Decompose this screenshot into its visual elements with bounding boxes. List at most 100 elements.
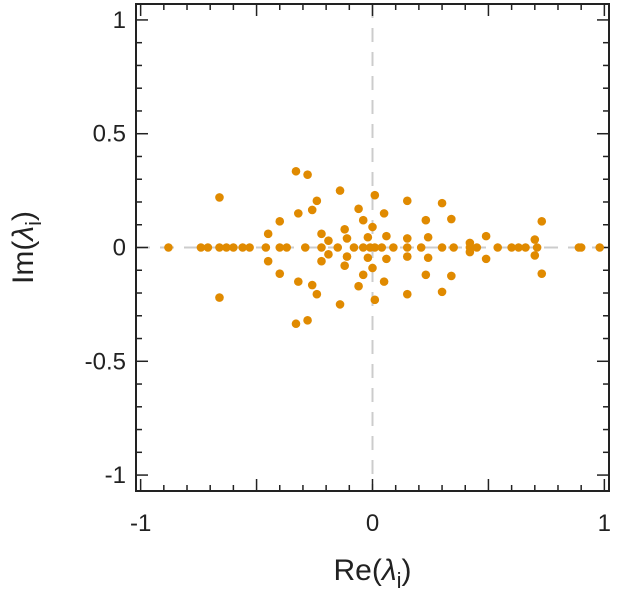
data-point [349, 243, 359, 252]
data-point [291, 166, 301, 176]
data-point [263, 256, 273, 266]
data-point [363, 253, 373, 263]
y-axis-label-suffix: ) [7, 211, 40, 221]
data-point [340, 224, 349, 234]
data-point [421, 215, 431, 225]
y-axis-label-prefix: Im( [7, 241, 40, 284]
data-point [530, 251, 540, 260]
data-point [595, 243, 605, 252]
y-tick-label: 0 [113, 235, 126, 262]
data-point [447, 214, 456, 224]
data-point [317, 243, 326, 252]
data-point [370, 243, 380, 252]
data-point [537, 217, 547, 226]
data-point [368, 222, 377, 232]
data-point [335, 300, 345, 309]
x-axis-label-suffix: ) [402, 554, 412, 587]
data-point [437, 287, 447, 297]
data-point [537, 269, 547, 278]
data-point [493, 243, 503, 252]
data-point [317, 256, 326, 266]
data-point [354, 281, 363, 291]
data-point [196, 243, 206, 252]
data-point [437, 198, 447, 208]
data-point [312, 196, 322, 206]
plot-frame [135, 3, 610, 492]
data-point [263, 229, 273, 239]
data-point [317, 229, 326, 239]
data-point [303, 316, 312, 325]
data-point [389, 243, 398, 252]
data-point [275, 243, 285, 252]
data-point [275, 217, 285, 226]
data-point [421, 270, 431, 280]
data-point [245, 243, 254, 252]
data-point [335, 186, 345, 195]
data-point [530, 235, 540, 244]
data-point [303, 170, 312, 179]
data-point [215, 293, 224, 302]
y-tick-label: 1 [113, 7, 126, 34]
data-point [481, 254, 491, 264]
y-axis-label-subscript: i [21, 221, 46, 226]
x-tick-label: 1 [598, 510, 611, 537]
data-point [465, 238, 475, 248]
data-point [447, 271, 456, 281]
tick-labels: -1 0 1 -1 -0.5 0 0.5 1 [85, 7, 611, 537]
data-point [215, 193, 224, 202]
data-point [222, 243, 231, 252]
y-tick-label: 0.5 [93, 121, 126, 148]
data-point [164, 243, 173, 252]
data-point [402, 289, 412, 299]
data-point [229, 243, 238, 252]
data-point [423, 232, 433, 242]
data-point [333, 243, 343, 252]
data-point [282, 243, 292, 252]
data-point [354, 204, 363, 214]
data-point [294, 277, 303, 286]
data-point [507, 243, 516, 252]
data-point [379, 209, 389, 218]
data-point [481, 231, 491, 241]
y-axis-label: Im(λi) [7, 211, 46, 284]
data-point [342, 252, 352, 261]
data-point [382, 231, 391, 241]
x-axis-label: Re(λi) [334, 554, 412, 593]
data-point [358, 215, 368, 225]
data-point [215, 243, 224, 252]
data-point [203, 243, 213, 252]
x-tick-label: 0 [366, 510, 379, 537]
data-point [521, 243, 530, 252]
data-point [368, 263, 377, 273]
x-axis-label-subscript: i [397, 568, 402, 593]
data-point [514, 243, 523, 252]
data-point [377, 243, 387, 252]
data-point [379, 277, 389, 286]
data-point [291, 319, 301, 329]
data-point [423, 253, 433, 263]
x-axis-label-prefix: Re( [334, 554, 382, 587]
data-point [370, 295, 380, 305]
data-point [312, 289, 322, 299]
data-point [342, 234, 352, 243]
y-axis-label-symbol: λ [7, 226, 40, 243]
data-point [370, 190, 380, 200]
data-point [363, 232, 373, 242]
data-point [437, 243, 447, 252]
data-point [324, 236, 333, 245]
data-point [324, 250, 333, 259]
data-point [416, 243, 426, 252]
data-points [164, 166, 605, 329]
data-point [300, 243, 310, 252]
data-point [238, 243, 247, 252]
data-point [465, 247, 475, 257]
y-tick-label: -1 [105, 462, 126, 489]
x-axis-label-symbol: λ [380, 554, 397, 587]
data-point [307, 205, 317, 215]
data-point [358, 243, 368, 252]
data-point [402, 234, 412, 243]
data-point [402, 196, 412, 206]
data-point [275, 269, 285, 278]
y-tick-label: -0.5 [85, 348, 126, 375]
